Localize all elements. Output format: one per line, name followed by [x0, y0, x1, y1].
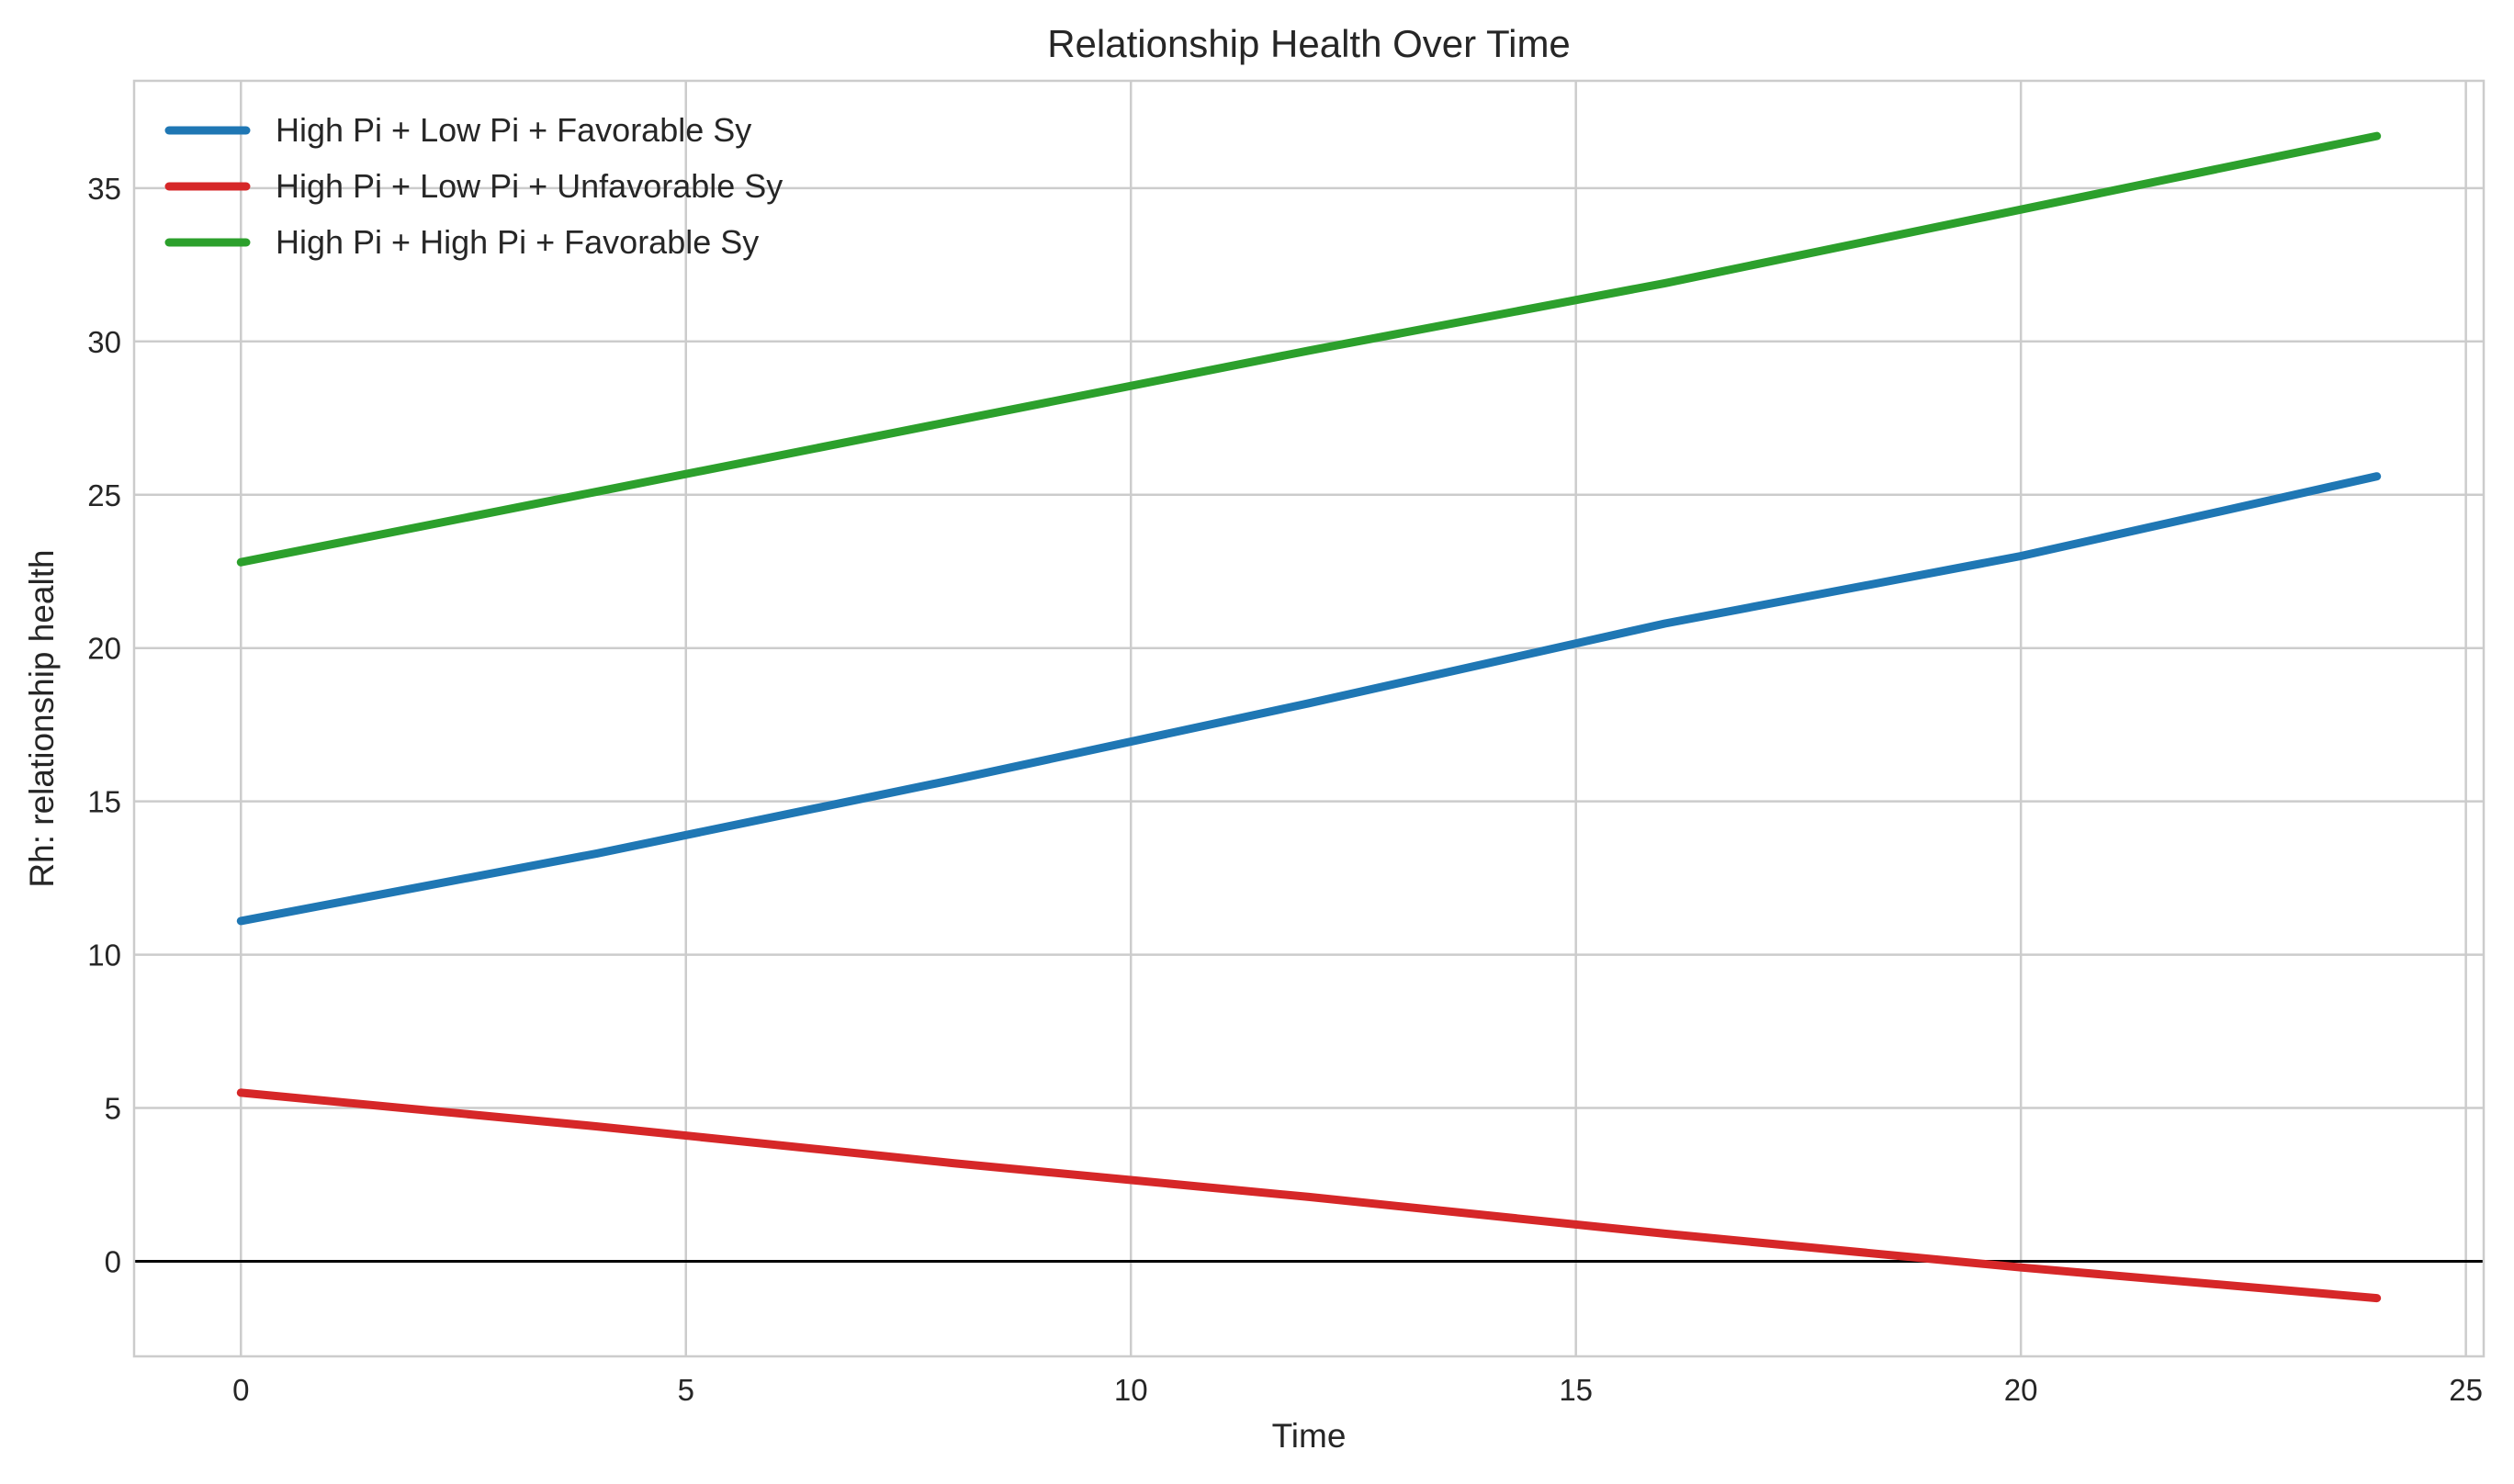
x-tick-label: 15: [1559, 1373, 1593, 1407]
y-tick-label: 30: [87, 325, 121, 359]
series-line-1: [236, 472, 2382, 926]
y-tick-label: 15: [87, 785, 121, 819]
x-tick-label: 10: [1114, 1373, 1148, 1407]
y-tick-label: 25: [87, 478, 121, 512]
grid: [134, 81, 2484, 1356]
x-ticks: 0 5 10 15 20 25: [232, 1373, 2483, 1407]
x-axis-label: Time: [1272, 1417, 1347, 1455]
x-tick-label: 5: [678, 1373, 694, 1407]
chart-title: Relationship Health Over Time: [1047, 22, 1571, 65]
y-tick-label: 0: [105, 1244, 121, 1278]
y-tick-label: 5: [105, 1092, 121, 1126]
x-tick-label: 25: [2449, 1373, 2483, 1407]
series-line-2: [236, 1088, 2382, 1303]
legend-label-2: High Pi + Low Pi + Unfavorable Sy: [276, 167, 783, 205]
y-tick-label: 35: [87, 172, 121, 206]
y-ticks: 0 5 10 15 20 25 30 35: [87, 172, 121, 1279]
plot-frame: [132, 79, 2486, 1358]
legend-label-1: High Pi + Low Pi + Favorable Sy: [276, 111, 751, 149]
legend-label-3: High Pi + High Pi + Favorable Sy: [276, 223, 759, 261]
series-lines: [236, 131, 2382, 1303]
x-tick-label: 0: [232, 1373, 249, 1407]
y-tick-label: 10: [87, 939, 121, 972]
x-tick-label: 20: [2004, 1373, 2038, 1407]
legend: High Pi + Low Pi + Favorable Sy High Pi +…: [164, 111, 783, 261]
y-axis-label: Rh: relationship health: [23, 549, 61, 887]
series-line-3: [236, 131, 2382, 567]
y-tick-label: 20: [87, 632, 121, 666]
